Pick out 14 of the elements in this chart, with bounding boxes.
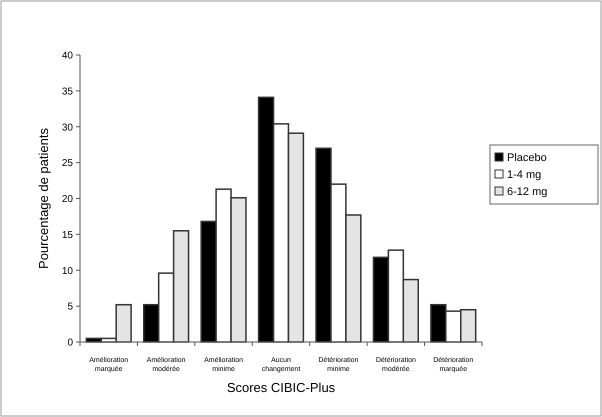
y-axis-title: Pourcentage de patients — [36, 128, 51, 269]
y-tick-label: 10 — [62, 266, 74, 277]
legend-label: 1-4 mg — [507, 168, 542, 181]
y-tick-label: 20 — [62, 194, 74, 205]
legend-label: Placebo — [507, 152, 547, 164]
y-tick-label: 0 — [67, 338, 74, 348]
y-tick-label: 25 — [62, 158, 74, 170]
y-tick-label: 5 — [67, 302, 74, 313]
y-tick-label: 40 — [62, 50, 74, 62]
y-tick-label: 15 — [62, 230, 74, 241]
x-axis-title: Scores CIBIC-Plus — [226, 380, 336, 395]
y-tick-label: 30 — [62, 122, 74, 134]
legend-label: 6-12 mg — [507, 186, 548, 198]
y-tick-label: 35 — [62, 86, 74, 98]
